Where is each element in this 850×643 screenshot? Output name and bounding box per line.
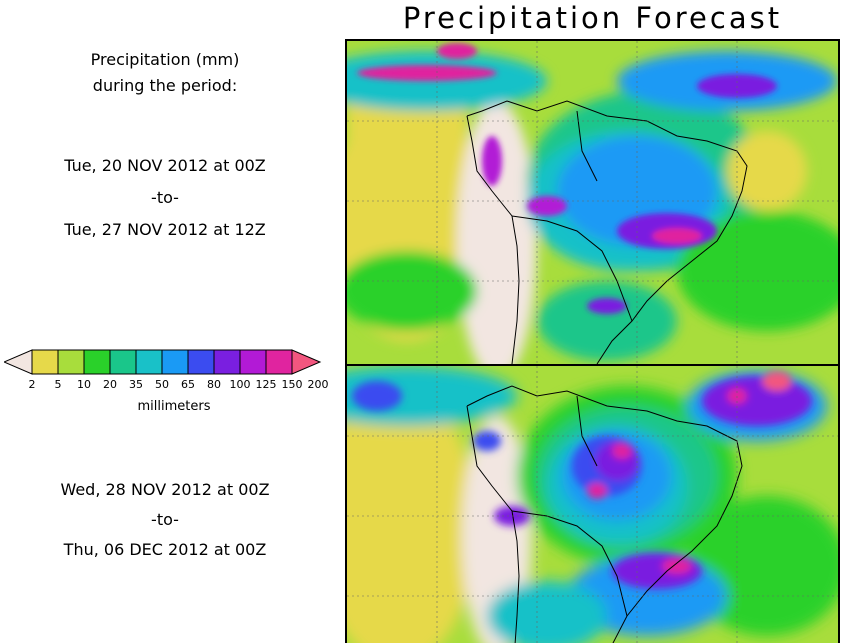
period-1-separator: -to-	[151, 188, 179, 207]
legend-tick-label: 200	[307, 378, 329, 391]
period-1-end: Tue, 27 NOV 2012 at 12Z	[64, 220, 266, 239]
period-2: Wed, 28 NOV 2012 at 00Z -to- Thu, 06 DEC…	[0, 475, 330, 565]
legend-tick-label: 5	[54, 378, 62, 391]
legend-swatch	[109, 349, 137, 375]
color-legend: 2 5 10 20 35 50 65 80 100 125 150 200 millimeters	[4, 348, 344, 418]
legend-tick-label: 35	[129, 378, 143, 391]
legend-swatch	[265, 349, 293, 375]
legend-swatch	[83, 349, 111, 375]
legend-tick-label: 65	[181, 378, 195, 391]
legend-tick-label: 2	[28, 378, 36, 391]
period-2-separator: -to-	[151, 510, 179, 529]
intro-line-1: Precipitation (mm)	[90, 50, 240, 69]
legend-tick-label: 125	[255, 378, 277, 391]
legend-tick-label: 50	[155, 378, 169, 391]
legend-tick-label: 10	[77, 378, 91, 391]
legend-tick-label: 150	[281, 378, 303, 391]
legend-swatch	[187, 349, 215, 375]
legend-tick-label: 80	[207, 378, 221, 391]
legend-arrow-low	[4, 349, 33, 375]
period-1: Tue, 20 NOV 2012 at 00Z -to- Tue, 27 NOV…	[0, 150, 330, 246]
period-1-start: Tue, 20 NOV 2012 at 00Z	[64, 156, 266, 175]
legend-swatch	[239, 349, 267, 375]
legend-swatch	[213, 349, 241, 375]
legend-swatch	[31, 349, 59, 375]
legend-swatch	[57, 349, 85, 375]
legend-swatch	[161, 349, 189, 375]
precip-map-2	[347, 366, 838, 643]
map-period-1	[345, 39, 840, 366]
intro-line-2: during the period:	[92, 76, 238, 95]
legend-arrow-high	[291, 349, 322, 375]
legend-tick-label: 100	[229, 378, 251, 391]
legend-unit: millimeters	[137, 399, 211, 414]
legend-tick-label: 20	[103, 378, 117, 391]
period-2-start: Wed, 28 NOV 2012 at 00Z	[60, 480, 270, 499]
precip-map-1	[347, 41, 838, 364]
legend-colorbar	[4, 349, 322, 375]
page-title: Precipitation Forecast	[402, 1, 783, 35]
period-2-end: Thu, 06 DEC 2012 at 00Z	[63, 540, 267, 559]
intro-text: Precipitation (mm) during the period:	[0, 47, 330, 99]
legend-swatch	[135, 349, 163, 375]
map-period-2	[345, 364, 840, 643]
